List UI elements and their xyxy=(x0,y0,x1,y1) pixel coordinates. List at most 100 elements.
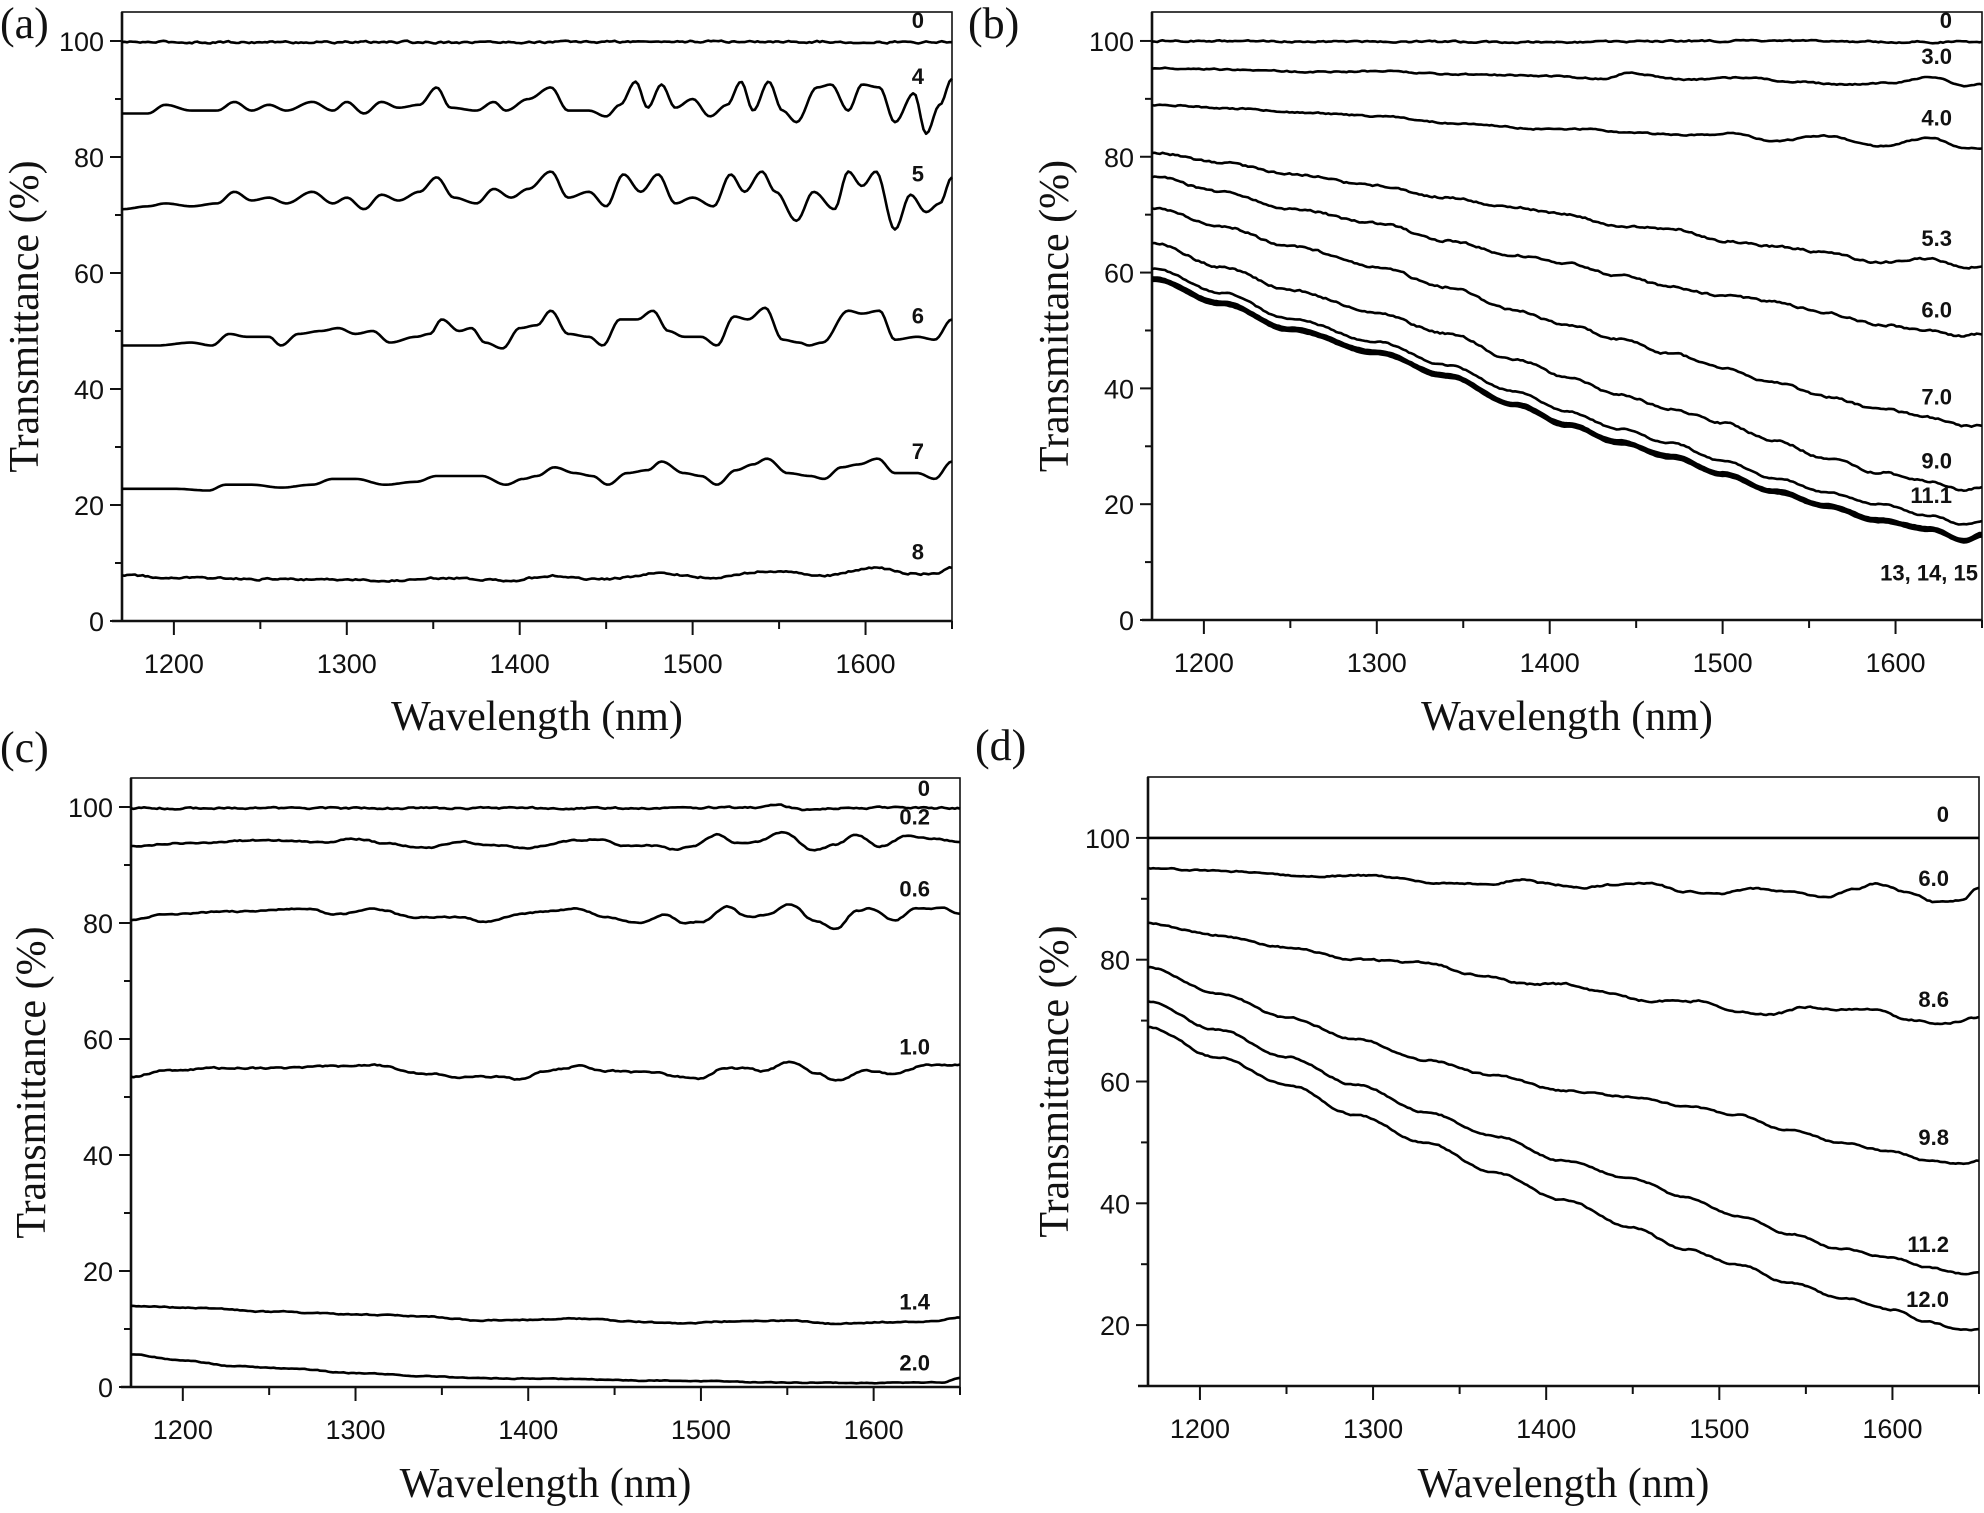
series-label: 7 xyxy=(912,439,924,464)
series-line-8-6 xyxy=(1147,921,1980,1026)
x-tick-label: 1400 xyxy=(1520,648,1580,678)
series-line-9-8 xyxy=(1147,965,1980,1166)
series-label: 0.6 xyxy=(899,877,930,902)
y-tick-label: 100 xyxy=(59,27,104,57)
series-label: 1.0 xyxy=(899,1034,930,1059)
series-label: 6.0 xyxy=(1918,866,1949,891)
y-tick-label: 80 xyxy=(74,143,104,173)
series-label: 8 xyxy=(912,539,924,564)
x-tick-label: 1400 xyxy=(490,649,550,679)
x-tick-label: 1200 xyxy=(1174,648,1234,678)
x-tick-label: 1300 xyxy=(1347,648,1407,678)
series-line-9-0 xyxy=(1151,241,1983,493)
y-tick-label: 100 xyxy=(1085,824,1130,854)
series-line-7 xyxy=(122,457,953,492)
series-line-0-2 xyxy=(131,830,961,852)
series-label: 12.0 xyxy=(1906,1287,1949,1312)
panel-label: (d) xyxy=(975,721,1026,770)
series-line-5-3 xyxy=(1151,151,1983,270)
x-tick-label: 1400 xyxy=(498,1415,558,1445)
series-label: 0 xyxy=(1937,802,1949,827)
series-label: 2.0 xyxy=(899,1351,930,1376)
x-tick-label: 1400 xyxy=(1516,1414,1576,1444)
y-tick-label: 40 xyxy=(74,375,104,405)
panel-label: (c) xyxy=(0,723,49,772)
series-line-0 xyxy=(130,803,961,812)
x-tick-label: 1600 xyxy=(844,1415,904,1445)
series-label: 8.6 xyxy=(1918,987,1949,1012)
series-label: 0.2 xyxy=(899,805,930,830)
series-label: 5 xyxy=(912,162,924,187)
series-line-11-1 xyxy=(1151,267,1983,526)
y-axis-title: Transmittance (%) xyxy=(1032,160,1078,472)
series-line-1-0 xyxy=(130,1060,961,1082)
x-tick-label: 1600 xyxy=(1866,648,1926,678)
series-label: 13, 14, 15 xyxy=(1880,561,1978,586)
plot-frame xyxy=(121,11,953,622)
y-tick-label: 60 xyxy=(1100,1068,1130,1098)
series-line-13 xyxy=(1151,276,1982,541)
y-axis-title: Transmittance (%) xyxy=(9,926,55,1238)
series-line-7-0 xyxy=(1151,206,1983,429)
x-tick-label: 1500 xyxy=(1693,648,1753,678)
y-tick-label: 40 xyxy=(1104,374,1134,404)
panel-d: 1200 1300 1400 1500 1600 20 40 60 80 100 Wavelengt… xyxy=(975,721,1980,1507)
series-line-6-0 xyxy=(1151,175,1983,338)
series-line-0 xyxy=(1152,38,1983,45)
series-label: 0 xyxy=(1940,8,1952,33)
series-label: 4.0 xyxy=(1921,106,1952,131)
series-line-4-0 xyxy=(1151,103,1983,150)
y-tick-label: 60 xyxy=(83,1025,113,1055)
series-label: 6.0 xyxy=(1921,297,1952,322)
y-tick-label: 20 xyxy=(83,1257,113,1287)
y-tick-label: 40 xyxy=(83,1141,113,1171)
series-line-2-0 xyxy=(130,1353,961,1385)
x-tick-label: 1500 xyxy=(671,1415,731,1445)
series-line-11-2 xyxy=(1147,1000,1980,1276)
panel-label: (b) xyxy=(968,0,1019,48)
y-tick-label: 60 xyxy=(1104,259,1134,289)
y-tick-label: 0 xyxy=(98,1373,113,1403)
y-tick-label: 80 xyxy=(1104,143,1134,173)
x-tick-label: 1500 xyxy=(663,649,723,679)
panel-c: 1200 1300 1400 1500 1600 0 20 40 60 80 100 Waveleng… xyxy=(0,723,961,1507)
x-axis-title: Wavelength (nm) xyxy=(391,694,683,740)
x-tick-label: 1300 xyxy=(325,1415,385,1445)
y-tick-label: 0 xyxy=(1119,606,1134,636)
y-tick-label: 40 xyxy=(1100,1189,1130,1219)
series-line-14 xyxy=(1152,277,1983,542)
x-axis-title: Wavelength (nm) xyxy=(1421,694,1713,740)
series-label: 1.4 xyxy=(899,1290,930,1315)
panel-a: 1200 1300 1400 1500 1600020406080100Waveleng… xyxy=(0,0,953,740)
series-label: 0 xyxy=(912,8,924,33)
series-label: 11.1 xyxy=(1910,483,1952,508)
y-tick-label: 60 xyxy=(74,259,104,289)
y-tick-label: 20 xyxy=(74,491,104,521)
series-line-6 xyxy=(122,306,953,350)
series-line-6-0 xyxy=(1147,866,1980,904)
y-tick-label: 20 xyxy=(1104,490,1134,520)
y-tick-label: 80 xyxy=(83,909,113,939)
series-line-12-0 xyxy=(1147,1025,1980,1332)
series-label: 9.0 xyxy=(1921,448,1952,473)
series-line-4 xyxy=(122,77,953,136)
series-line-5 xyxy=(121,170,953,231)
y-tick-label: 0 xyxy=(89,607,104,637)
x-axis-title: Wavelength (nm) xyxy=(1418,1461,1710,1507)
series-line-8 xyxy=(121,565,953,583)
series-label: 0 xyxy=(918,776,930,801)
y-tick-label: 100 xyxy=(1089,27,1134,57)
x-tick-label: 1500 xyxy=(1689,1414,1749,1444)
series-line-15 xyxy=(1151,279,1983,544)
series-label: 7.0 xyxy=(1921,385,1952,410)
series-label: 6 xyxy=(912,304,924,329)
series-label: 5.3 xyxy=(1921,226,1952,251)
x-tick-label: 1200 xyxy=(1170,1414,1230,1444)
series-label: 3.0 xyxy=(1921,44,1952,69)
x-tick-label: 1600 xyxy=(1862,1414,1922,1444)
series-label: 4 xyxy=(912,64,925,89)
y-tick-label: 20 xyxy=(1100,1311,1130,1341)
x-tick-label: 1300 xyxy=(1343,1414,1403,1444)
x-axis-title: Wavelength (nm) xyxy=(400,1461,692,1507)
